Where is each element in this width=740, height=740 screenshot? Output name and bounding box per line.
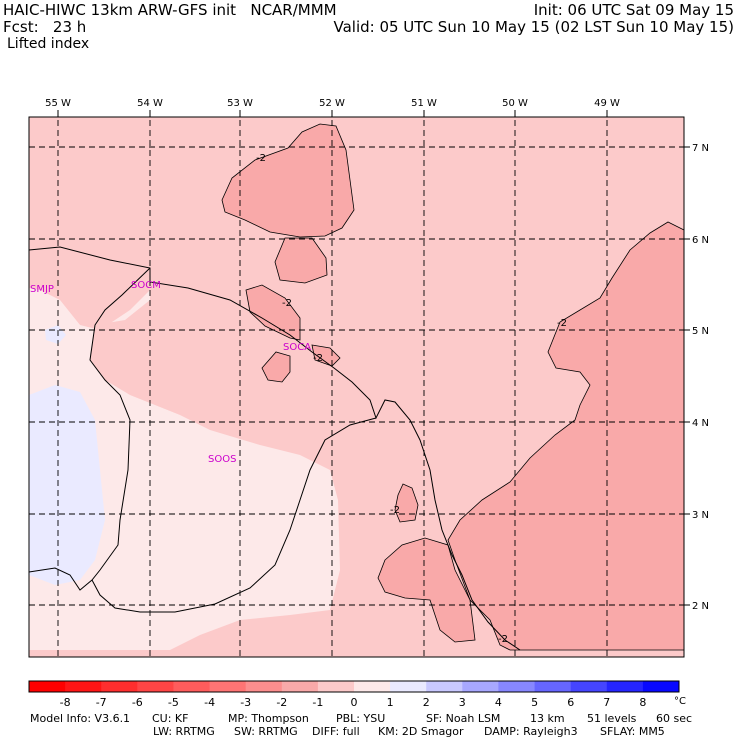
map-border (28, 116, 685, 658)
colorbar-swatch (462, 681, 499, 692)
colorbar-tick-label: -8 (59, 696, 71, 709)
station-label: SMJP (30, 284, 54, 295)
colorbar-swatch (426, 681, 463, 692)
header-forecast-hour: Fcst: 23 h (3, 18, 87, 36)
colorbar-tick-label: 3 (458, 696, 466, 709)
lon-label: 49 W (594, 98, 620, 109)
header-field-name: Lifted index (7, 36, 90, 52)
colorbar-tick-label: -7 (95, 696, 107, 709)
colorbar-border (28, 680, 680, 693)
field-lt-minus2-coast2 (377, 537, 476, 643)
lat-label: 7 N (692, 143, 709, 154)
footer-sflay: SFLAY: MM5 (600, 725, 665, 738)
colorbar-tick-label: -6 (131, 696, 143, 709)
colorbar-tick-label: -4 (204, 696, 216, 709)
colorbar-tick-label: -5 (167, 696, 179, 709)
lon-label: 54 W (137, 98, 163, 109)
lon-label: 53 W (227, 98, 253, 109)
field-lt-minus2-north2 (274, 237, 328, 284)
footer-damp: DAMP: Rayleigh3 (484, 725, 578, 738)
colorbar-swatch (29, 681, 66, 692)
footer-pbl: PBL: YSU (336, 712, 386, 725)
footer-km: KM: 2D Smagor (378, 725, 464, 738)
colorbar-swatch (570, 681, 608, 692)
colorbar-swatch (65, 681, 102, 692)
field-zero-to-1-west (29, 385, 105, 585)
contour-label: -2 (282, 298, 292, 309)
coastline (28, 246, 521, 651)
colorbar-swatch (390, 681, 427, 692)
footer-mp: MP: Thompson (228, 712, 309, 725)
lon-label: 52 W (319, 98, 345, 109)
footer-resolution: 13 km (530, 712, 565, 725)
contour-label: -2 (256, 153, 266, 164)
colorbar-swatch (317, 681, 355, 692)
colorbar-swatch (354, 681, 391, 692)
colorbar-swatch (498, 681, 535, 692)
colorbar-swatch (137, 681, 174, 692)
colorbar-swatch (606, 681, 644, 692)
colorbar-tick-label: 1 (386, 696, 394, 709)
header-init-time: Init: 06 UTC Sat 09 May 15 (533, 1, 734, 19)
colorbar-swatch (534, 681, 572, 692)
field-lt-minus2-socA (311, 344, 341, 367)
colorbar-tick-label: 4 (494, 696, 502, 709)
field-lt-minus2-east (447, 221, 685, 651)
footer-lw: LW: RRTMG (153, 725, 215, 738)
footer-model-info: Model Info: V3.6.1 (30, 712, 131, 725)
lon-label: 50 W (502, 98, 528, 109)
header-model-title: HAIC-HIWC 13km ARW-GFS init NCAR/MMM (3, 1, 337, 19)
station-label: SOCA (283, 342, 311, 353)
footer-sf: SF: Noah LSM (426, 712, 501, 725)
lat-label: 4 N (692, 418, 709, 429)
lon-label: 51 W (411, 98, 437, 109)
footer-timestep: 60 sec (656, 712, 693, 725)
contour-label: -2 (498, 634, 508, 645)
lat-label: 2 N (692, 601, 709, 612)
field-lt-minus2-small (261, 351, 291, 383)
lat-lon-grid (29, 110, 684, 657)
field-minus1-region (29, 247, 150, 330)
colorbar-tick-label: -1 (312, 696, 324, 709)
station-label: SOOS (208, 454, 236, 465)
colorbar-tick-label: 7 (603, 696, 611, 709)
colorbar-swatch (209, 681, 247, 692)
lat-label: 6 N (692, 235, 709, 246)
field-lt-minus2-tiny (394, 483, 419, 523)
contour-label: -2 (390, 505, 400, 516)
axis-ticks (57, 110, 690, 606)
colorbar-unit: °C (674, 696, 686, 707)
footer-levels: 51 levels (587, 712, 637, 725)
colorbar-tick-label: 0 (350, 696, 358, 709)
footer-cu: CU: KF (152, 712, 189, 725)
contour-label: -2 (313, 353, 323, 364)
colorbar-swatch (245, 681, 283, 692)
lat-label: 5 N (692, 326, 709, 337)
field-lt-minus2-north (221, 123, 355, 238)
colorbar-tick-label: 6 (567, 696, 575, 709)
contour-label: -2 (557, 318, 567, 329)
field-lt-minus2-coast (245, 284, 301, 341)
colorbar-tick-label: 8 (639, 696, 647, 709)
colorbar-tick-label: -2 (276, 696, 288, 709)
header-valid-time: Valid: 05 UTC Sun 10 May 15 (02 LST Sun … (333, 18, 734, 36)
colorbar (28, 680, 680, 693)
field-minus1-to-0 (29, 247, 340, 650)
colorbar-tick-label: -3 (240, 696, 252, 709)
colorbar-swatch (642, 681, 680, 692)
footer-diff: DIFF: full (312, 725, 360, 738)
colorbar-swatch (173, 681, 210, 692)
footer-sw: SW: RRTMG (234, 725, 298, 738)
colorbar-tick-label: 5 (531, 696, 539, 709)
lon-label: 55 W (45, 98, 71, 109)
colorbar-swatch (101, 681, 138, 692)
station-label: SOCM (131, 280, 161, 291)
colorbar-swatch (281, 681, 319, 692)
lat-label: 3 N (692, 510, 709, 521)
colorbar-tick-label: 2 (422, 696, 430, 709)
